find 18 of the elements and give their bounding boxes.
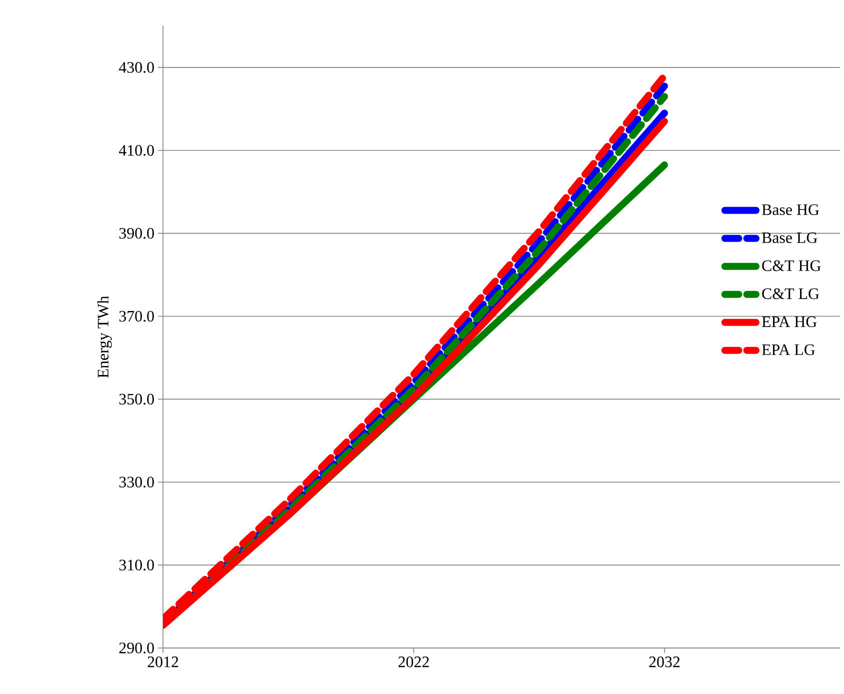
y-tick-label: 310.0 — [119, 560, 154, 570]
x-tick-label: 2032 — [649, 656, 680, 668]
y-tick-label: 390.0 — [119, 228, 154, 239]
y-tick-label: 330.0 — [119, 476, 154, 488]
y-tick-label: 430.0 — [118, 62, 154, 73]
x-tick-label: 2022 — [398, 656, 429, 668]
y-axis-title: Energy TWh — [97, 296, 112, 378]
legend-label: EPA HG — [762, 316, 817, 328]
y-tick-label: 290.0 — [119, 642, 154, 654]
legend-label: C&T HG — [762, 260, 821, 272]
y-tick-label: 370.0 — [119, 310, 154, 322]
y-tick-label: 410.0 — [118, 144, 154, 156]
legend-label: Base HG — [762, 204, 819, 216]
legend-label: C&T LG — [762, 288, 819, 300]
legend-label: Base LG — [762, 232, 818, 244]
y-tick-label: 350.0 — [119, 394, 154, 405]
x-tick-label: 2012 — [148, 656, 178, 668]
legend-label: EPA LG — [762, 344, 815, 356]
